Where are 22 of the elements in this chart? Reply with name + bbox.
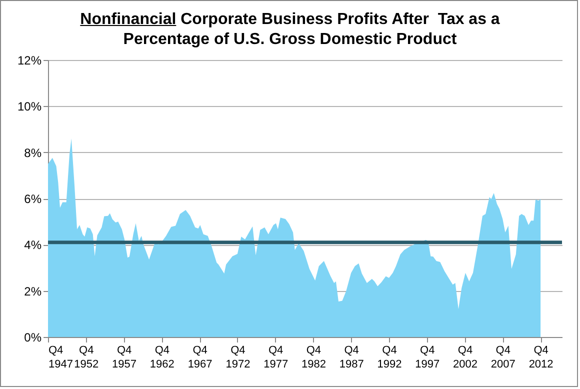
x-tick-label: Q4 2007 [490, 344, 516, 370]
x-tick-label: Q4 2012 [528, 344, 554, 370]
x-tick-label: Q4 1952 [74, 344, 99, 370]
y-tick-label: 4% [24, 238, 42, 252]
x-tick-label: Q4 1997 [415, 344, 440, 370]
x-tick-label: Q4 1977 [264, 344, 288, 370]
y-tick-label: 2% [24, 284, 42, 298]
y-tick-label: 12% [17, 54, 42, 68]
y-tick-label: 10% [17, 100, 42, 114]
chart-title: Nonfinancial Corporate Business Profits After Tax as a Percentage of U.S. Gross Domestic Product [79, 10, 501, 50]
x-tick-label: Q4 1957 [112, 344, 137, 370]
y-tick-label: 6% [24, 192, 42, 206]
x-tick-label: Q4 1962 [150, 344, 174, 370]
y-tick-label: 0% [24, 330, 42, 344]
y-tick-label: 8% [24, 146, 42, 160]
x-tick-label: Q4 1992 [377, 344, 402, 370]
x-tick-label: Q4 1947 [48, 344, 73, 370]
x-tick-label: Q4 1972 [226, 344, 250, 370]
x-tick-label: Q4 2002 [453, 344, 478, 370]
x-tick-label: Q4 1967 [188, 344, 212, 370]
x-tick-label: Q4 1982 [301, 344, 326, 370]
x-tick-label: Q4 1987 [339, 344, 364, 370]
